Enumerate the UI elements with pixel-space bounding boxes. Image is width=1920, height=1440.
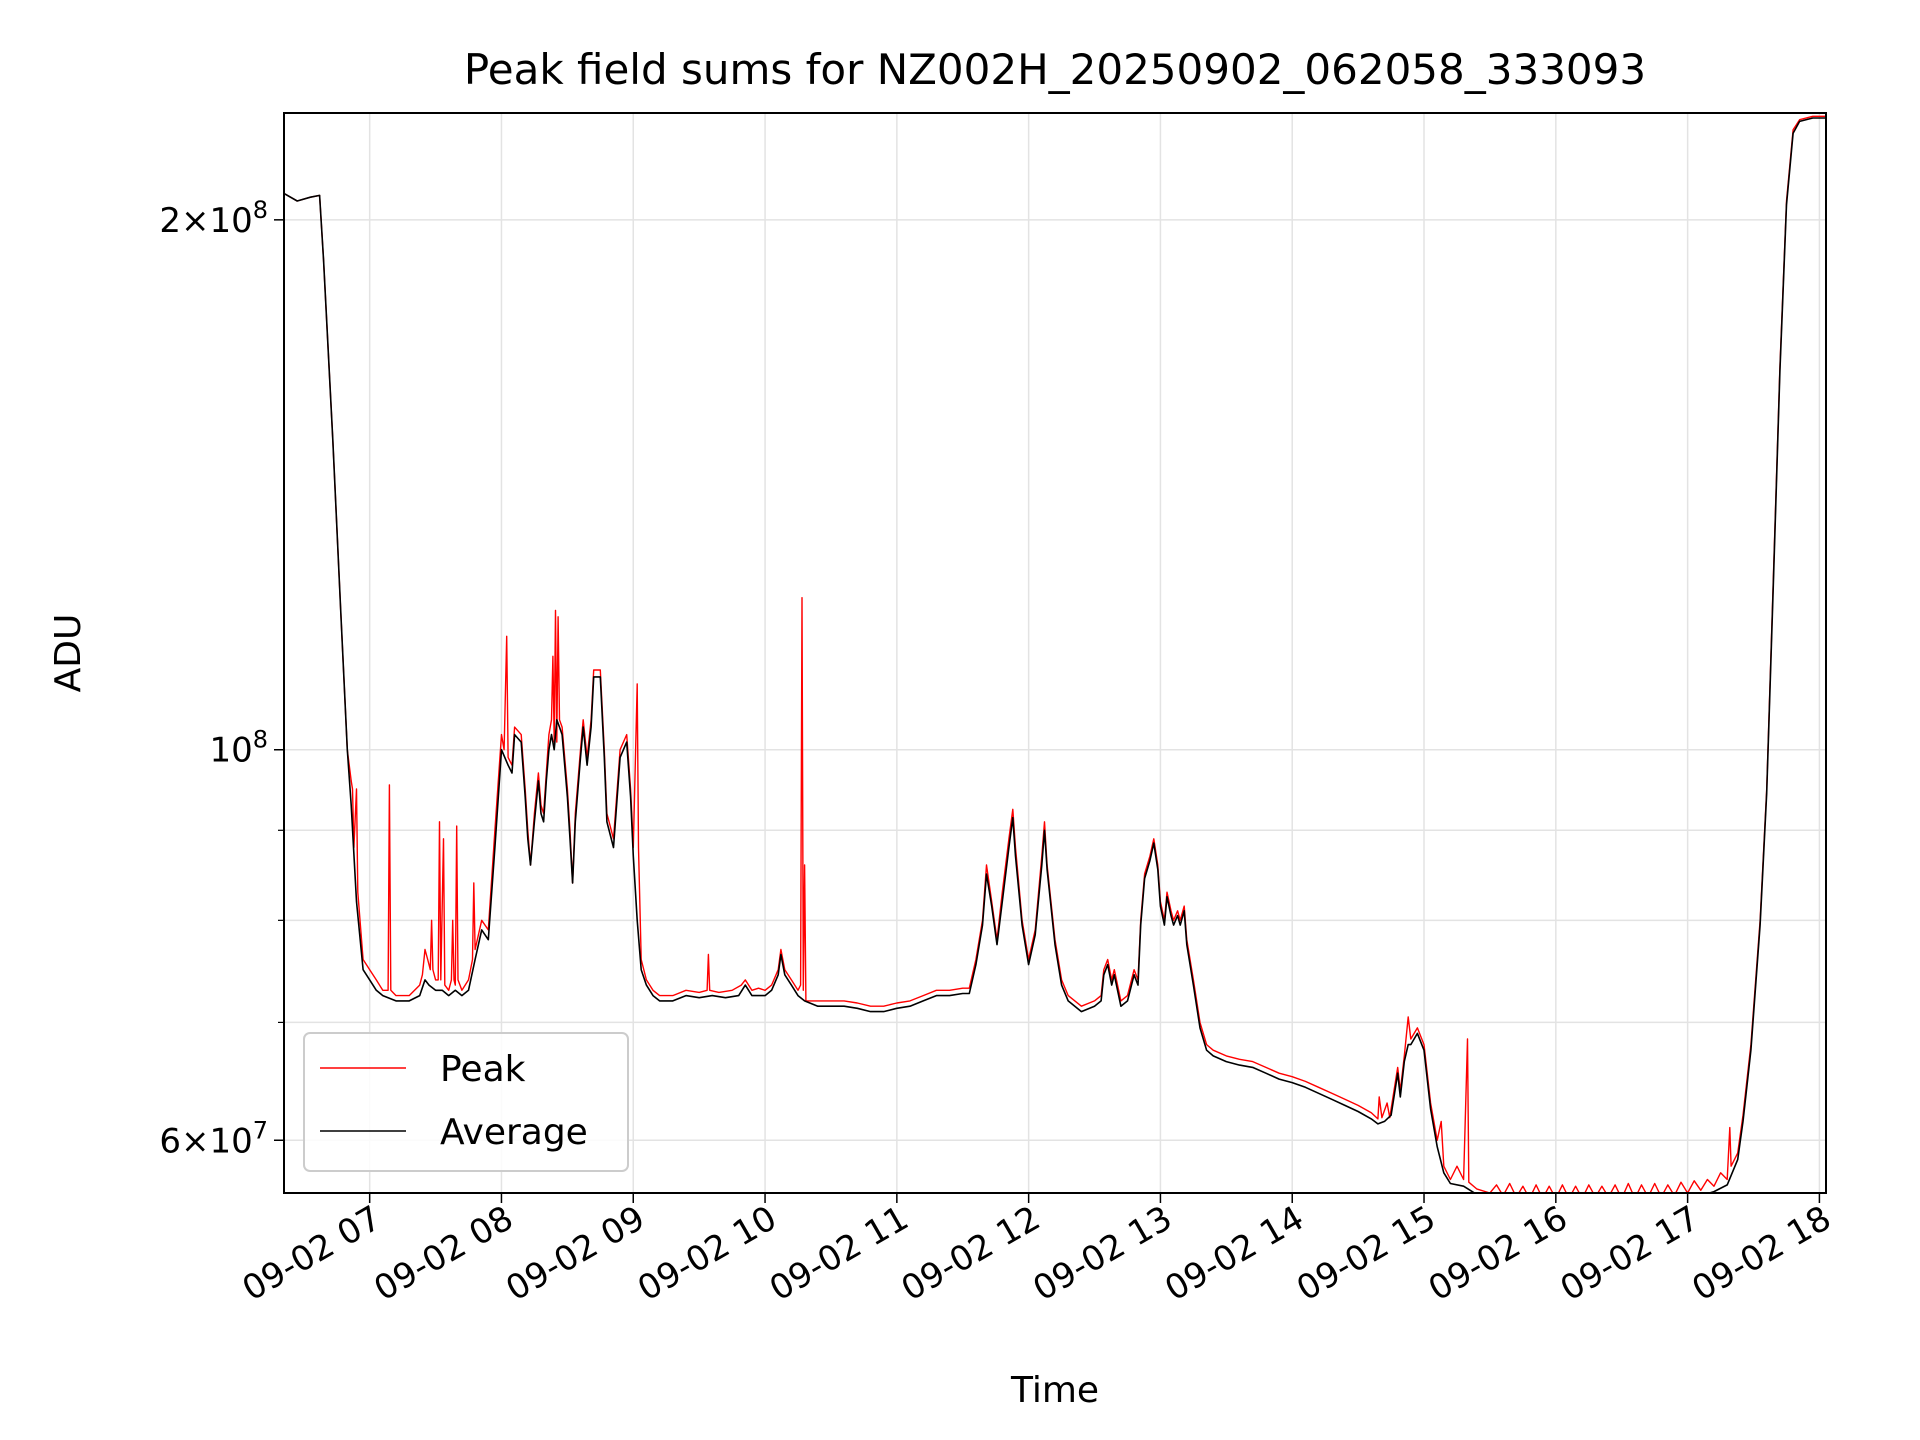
- legend-peak-label: Peak: [440, 1049, 526, 1090]
- plot-area-frame: [283, 112, 1827, 1194]
- y-tick-label: 6×107: [159, 1116, 268, 1161]
- legend-average-label: Average: [440, 1112, 588, 1153]
- grid-lines: [284, 113, 1826, 1193]
- chart-title: Peak field sums for NZ002H_20250902_0620…: [464, 45, 1646, 94]
- y-tick-label: 108: [209, 726, 268, 771]
- series-line-average: [284, 117, 1826, 1193]
- y-axis-label: ADU: [48, 614, 89, 693]
- x-axis-label: Time: [1010, 1370, 1099, 1411]
- legend: Peak Average: [303, 1032, 629, 1172]
- y-tick-label: 2×108: [159, 196, 268, 241]
